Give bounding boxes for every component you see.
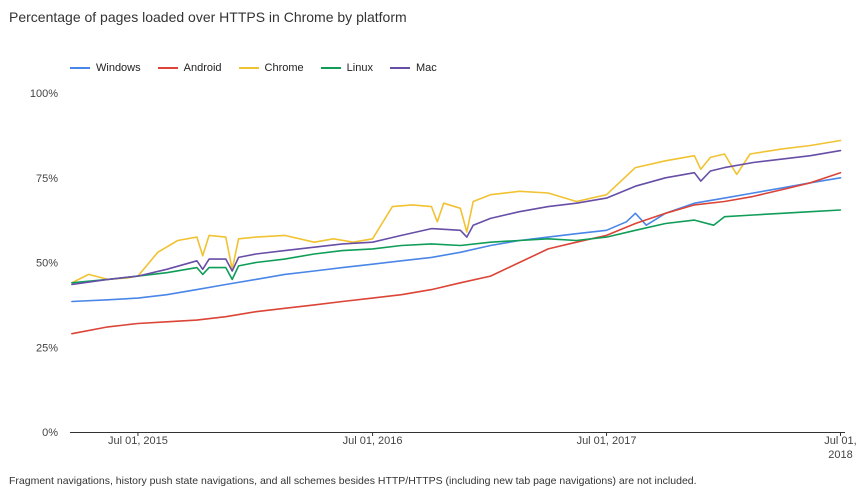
chart-legend: Windows Android Chrome Linux Mac bbox=[70, 62, 437, 74]
x-tick-label: Jul 01, 2016 bbox=[343, 435, 403, 447]
legend-swatch-linux bbox=[320, 67, 341, 69]
series-line-windows bbox=[71, 177, 842, 303]
chart-footnote: Fragment navigations, history push state… bbox=[9, 475, 697, 487]
legend-swatch-mac bbox=[389, 67, 410, 69]
y-tick-label: 50% bbox=[36, 258, 58, 270]
series-line-linux bbox=[71, 209, 842, 284]
x-tick-label: Jul 01, 2015 bbox=[108, 435, 168, 447]
legend-item-linux[interactable]: Linux bbox=[320, 62, 373, 74]
series-line-chrome bbox=[71, 139, 842, 284]
legend-item-android[interactable]: Android bbox=[157, 62, 222, 74]
series-line-mac bbox=[71, 149, 842, 286]
y-tick-label: 0% bbox=[42, 427, 58, 439]
legend-label-linux: Linux bbox=[346, 62, 373, 74]
y-tick-label: 100% bbox=[30, 88, 58, 100]
legend-label-android: Android bbox=[183, 62, 222, 74]
legend-item-windows[interactable]: Windows bbox=[70, 62, 141, 74]
chart-title: Percentage of pages loaded over HTTPS in… bbox=[9, 9, 407, 25]
y-tick-label: 75% bbox=[36, 173, 58, 185]
legend-label-windows: Windows bbox=[96, 62, 141, 74]
legend-swatch-chrome bbox=[238, 67, 259, 69]
series-line-android bbox=[71, 171, 842, 335]
legend-swatch-windows bbox=[70, 67, 90, 69]
legend-item-chrome[interactable]: Chrome bbox=[238, 62, 304, 74]
y-tick-label: 25% bbox=[36, 342, 58, 354]
legend-label-mac: Mac bbox=[415, 62, 437, 74]
x-tick-label: Jul 01, 2017 bbox=[577, 435, 637, 447]
x-tick-label: Jul 01, 2018 bbox=[824, 435, 856, 461]
legend-item-mac[interactable]: Mac bbox=[389, 62, 437, 74]
legend-label-chrome: Chrome bbox=[264, 62, 304, 74]
legend-swatch-android bbox=[157, 67, 178, 69]
